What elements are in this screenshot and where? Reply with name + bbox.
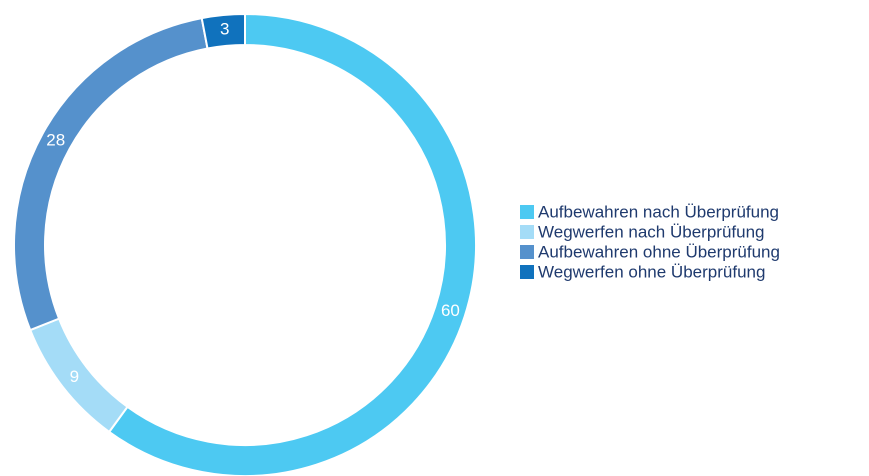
legend-label: Wegwerfen ohne Überprüfung — [538, 262, 765, 281]
data-label: 3 — [220, 19, 229, 38]
data-label: 60 — [441, 301, 460, 320]
legend-swatch — [520, 205, 534, 219]
legend-label: Aufbewahren ohne Überprüfung — [538, 242, 780, 261]
legend-swatch — [520, 225, 534, 239]
legend-swatch — [520, 265, 534, 279]
legend-label: Wegwerfen nach Überprüfung — [538, 222, 765, 241]
data-label: 28 — [46, 130, 65, 149]
donut-segment — [200, 12, 246, 50]
data-label: 9 — [70, 367, 79, 386]
legend-swatch — [520, 245, 534, 259]
legend-label: Aufbewahren nach Überprüfung — [538, 202, 779, 221]
donut-segment — [13, 16, 209, 332]
donut-segment — [107, 12, 477, 476]
